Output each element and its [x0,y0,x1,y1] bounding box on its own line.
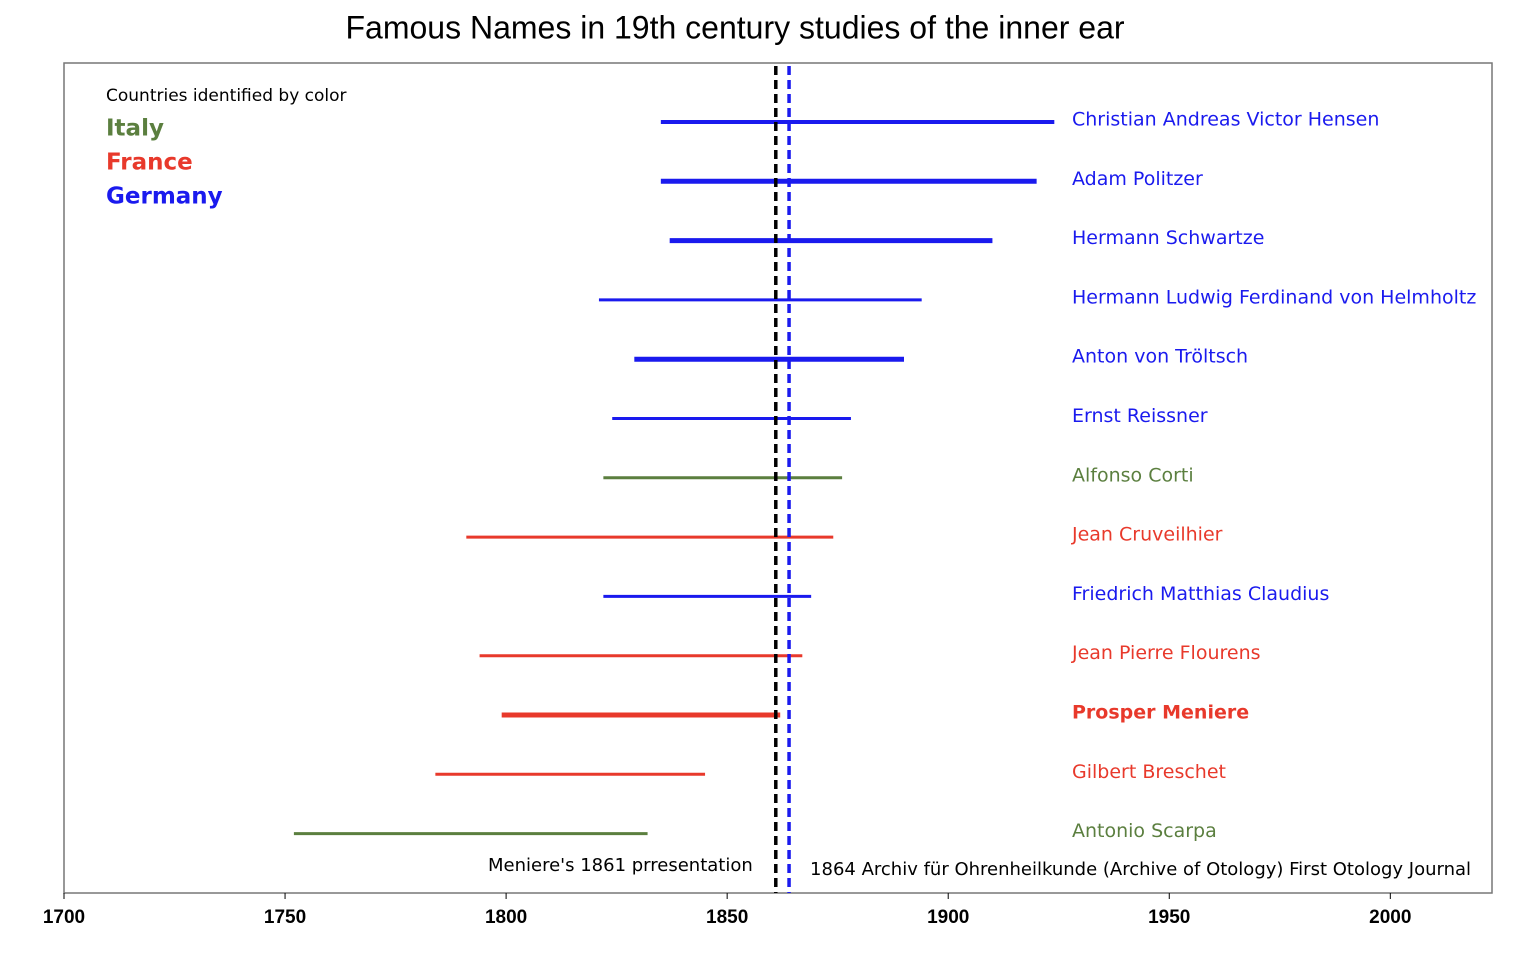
x-tick-label: 1850 [706,907,748,928]
person-label: Prosper Meniere [1072,702,1249,724]
x-tick-label: 1800 [485,907,527,928]
legend-entry: France [106,150,193,176]
reference-label: 1864 Archiv für Ohrenheilkunde (Archive … [810,859,1471,880]
person-label: Ernst Reissner [1072,405,1208,427]
x-tick-label: 1750 [264,907,306,928]
x-tick-label: 1700 [43,907,85,928]
person-label: Alfonso Corti [1072,464,1194,486]
person-label: Antonio Scarpa [1072,820,1217,842]
person-label: Hermann Ludwig Ferdinand von Helmholtz [1072,286,1476,308]
legend-entry: Italy [106,116,164,142]
x-tick-label: 2000 [1369,907,1411,928]
person-label: Hermann Schwartze [1072,227,1264,249]
person-label: Jean Cruveilhier [1071,524,1223,546]
legend-title: Countries identified by color [106,86,347,106]
person-label: Christian Andreas Victor Hensen [1072,109,1379,131]
chart-title: Famous Names in 19th century studies of … [345,9,1124,45]
person-label: Gilbert Breschet [1072,761,1226,783]
person-label: Jean Pierre Flourens [1071,642,1261,664]
person-label: Adam Politzer [1072,168,1203,190]
reference-label: Meniere's 1861 prresentation [488,855,753,876]
x-tick-label: 1950 [1148,907,1190,928]
person-label: Friedrich Matthias Claudius [1072,583,1329,605]
x-tick-label: 1900 [927,907,969,928]
plot-frame [63,62,1493,894]
legend-entry: Germany [106,184,223,210]
person-label: Anton von Tröltsch [1072,346,1248,368]
